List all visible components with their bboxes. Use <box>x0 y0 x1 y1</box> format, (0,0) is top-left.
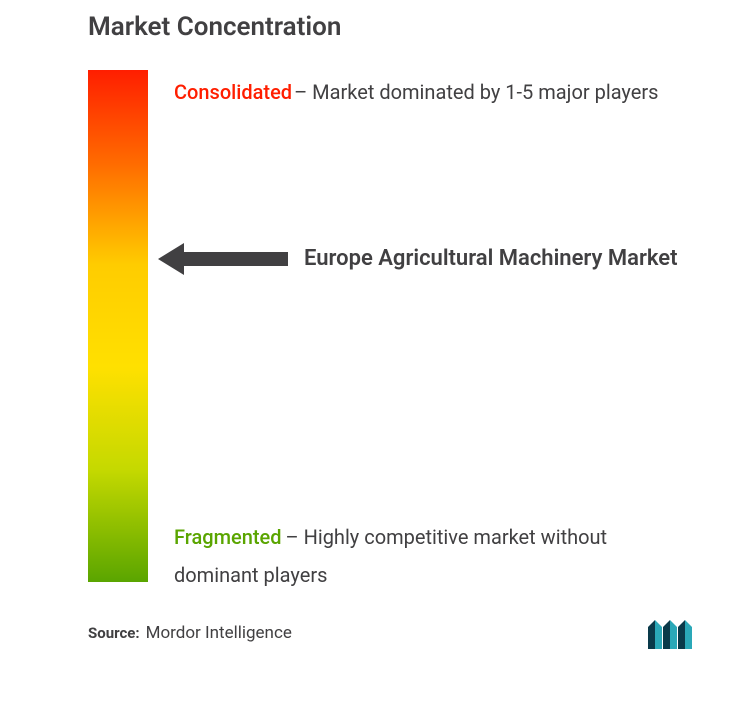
consolidated-desc: – Market dominated by 1-5 major players <box>294 80 658 104</box>
source-name: Mordor Intelligence <box>146 623 292 643</box>
source-label: Source: <box>88 624 140 642</box>
footer: Source: Mordor Intelligence <box>88 617 692 649</box>
arrow-left-icon <box>158 239 290 279</box>
fragmented-row: Fragmented – Highly competitive market w… <box>174 518 692 594</box>
fragmented-label: Fragmented <box>174 525 282 549</box>
consolidated-label: Consolidated <box>174 80 292 104</box>
brand-logo-icon <box>648 617 692 649</box>
scale-area: Consolidated – Market dominated by 1-5 m… <box>88 70 692 590</box>
page-title: Market Concentration <box>88 12 692 42</box>
consolidated-row: Consolidated – Market dominated by 1-5 m… <box>174 80 692 104</box>
marker-label: Europe Agricultural Machinery Market <box>304 243 678 275</box>
marker-row: Europe Agricultural Machinery Market <box>158 239 692 279</box>
gradient-bar <box>88 70 148 582</box>
source-block: Source: Mordor Intelligence <box>88 623 292 643</box>
